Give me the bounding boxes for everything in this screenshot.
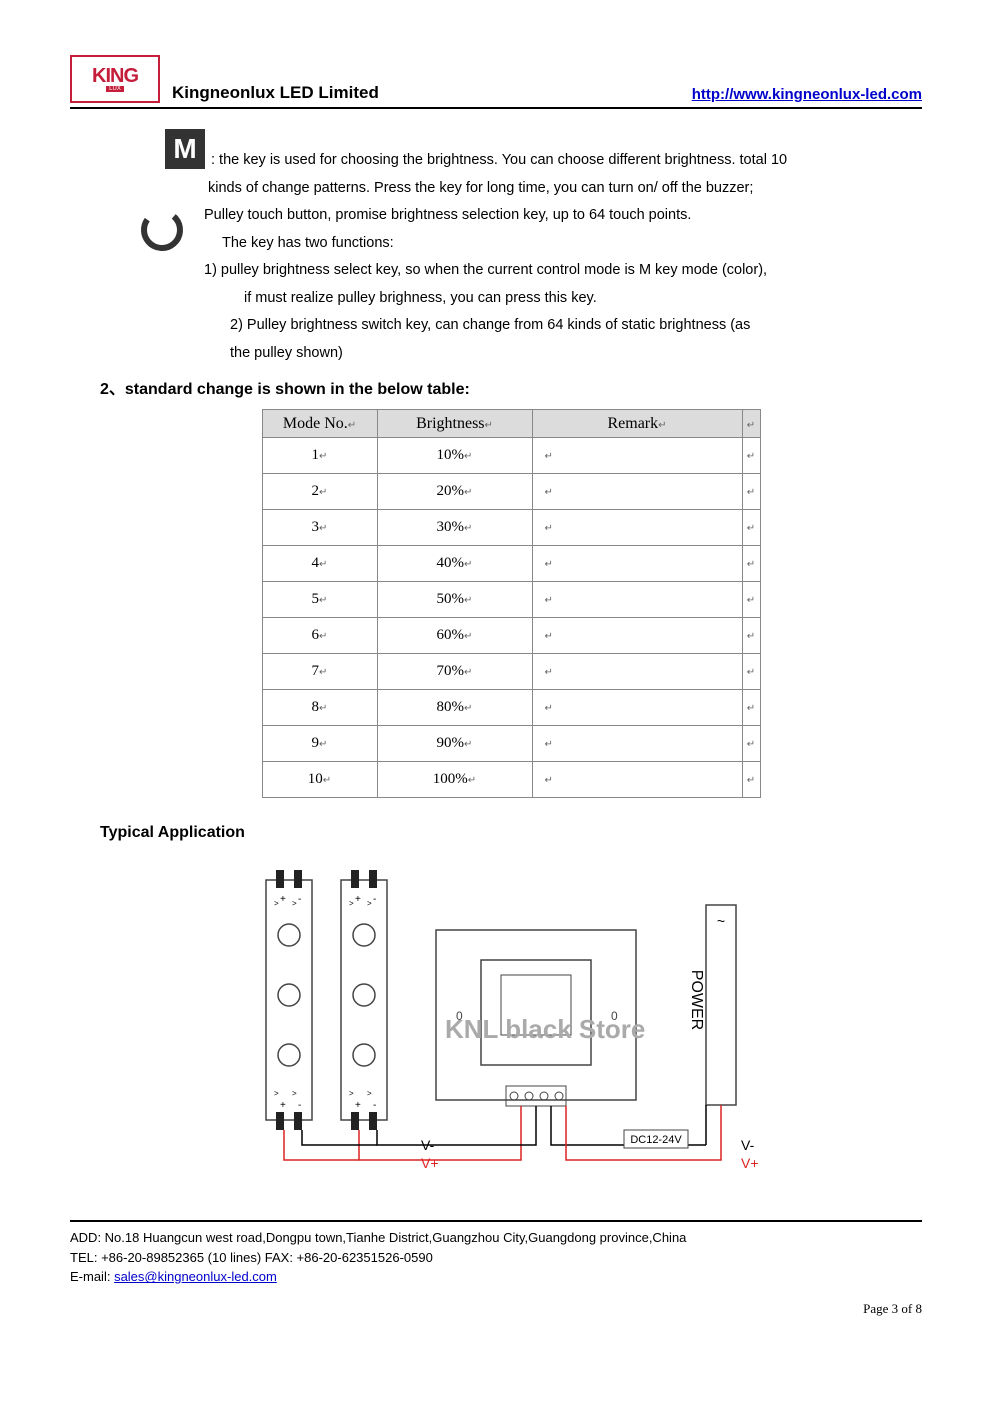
svg-text:>: > [349,1089,354,1098]
cell-mode: 2 [312,483,320,499]
body-content: M : the key is used for choosing the bri… [70,129,922,1190]
pulley-line5: 2) Pulley brightness switch key, can cha… [100,312,922,340]
svg-text:-: - [373,894,376,905]
svg-text:>: > [349,899,354,908]
logo: KING LUX [70,55,160,103]
cell-mode: 10 [308,771,323,787]
svg-text:>: > [292,1089,297,1098]
cell-brightness: 20% [437,483,465,499]
footer-email-label: E-mail: [70,1269,114,1284]
table-row: 9↵90%↵↵↵ [262,726,760,762]
table-row: 7↵70%↵↵↵ [262,654,760,690]
cell-brightness: 80% [437,699,465,715]
table-row: 2↵20%↵↵↵ [262,474,760,510]
application-diagram: +->>+->>+->>+->>00POWER~DC12-24VV-V+V-V+ [246,860,776,1190]
page-number: Page 3 of 8 [70,1301,922,1317]
company-url[interactable]: http://www.kingneonlux-led.com [692,86,922,103]
cell-mode: 5 [312,591,320,607]
cell-mode: 1 [312,447,320,463]
pulley-line1: Pulley touch button, promise brightness … [204,207,691,223]
cell-brightness: 10% [437,447,465,463]
svg-text:-: - [298,1100,301,1111]
table-row: 5↵50%↵↵↵ [262,582,760,618]
svg-text:0: 0 [611,1009,618,1023]
cell-brightness: 40% [437,555,465,571]
footer: ADD: No.18 Huangcun west road,Dongpu tow… [70,1222,922,1287]
cell-mode: 4 [312,555,320,571]
pulley-line6: the pulley shown) [100,340,922,368]
footer-email[interactable]: sales@kingneonlux-led.com [114,1269,277,1284]
svg-text:V-: V- [421,1137,435,1153]
svg-text:>: > [274,899,279,908]
table-row: 1↵10%↵↵↵ [262,438,760,474]
m-key-icon: M [165,129,205,169]
footer-tel: TEL: +86-20-89852365 (10 lines) FAX: +86… [70,1248,922,1268]
pulley-line4: if must realize pulley brighness, you ca… [204,285,767,313]
cell-brightness: 60% [437,627,465,643]
cell-mode: 6 [312,627,320,643]
svg-text:>: > [292,899,297,908]
svg-text:+: + [280,894,286,905]
cell-mode: 3 [312,519,320,535]
svg-text:>: > [367,1089,372,1098]
cell-brightness: 50% [437,591,465,607]
svg-text:DC12-24V: DC12-24V [630,1134,682,1146]
table-row: 3↵30%↵↵↵ [262,510,760,546]
m-key-text-line2: kinds of change patterns. Press the key … [100,175,922,203]
svg-text:>: > [274,1089,279,1098]
m-key-text-line1: : the key is used for choosing the brigh… [211,129,787,175]
pulley-line3: 1) pulley brightness select key, so when… [204,262,767,278]
svg-text:+: + [355,894,361,905]
cell-brightness: 70% [437,663,465,679]
company-name: Kingneonlux LED Limited [172,83,379,103]
logo-text: KING [92,66,138,86]
table-row: 10↵100%↵↵↵ [262,762,760,798]
page-header: KING LUX Kingneonlux LED Limited http://… [70,55,922,109]
cell-brightness: 100% [433,771,468,787]
footer-address: ADD: No.18 Huangcun west road,Dongpu tow… [70,1228,922,1248]
pulley-line2: The key has two functions: [204,230,767,258]
svg-text:-: - [373,1100,376,1111]
cell-brightness: 90% [437,735,465,751]
svg-text:POWER: POWER [688,970,705,1030]
th-mode: Mode No. [283,415,348,432]
cell-brightness: 30% [437,519,465,535]
logo-subtext: LUX [106,86,124,92]
th-remark: Remark [607,415,658,432]
svg-text:>: > [367,899,372,908]
table-row: 4↵40%↵↵↵ [262,546,760,582]
table-row: 6↵60%↵↵↵ [262,618,760,654]
brightness-table: Mode No.↵ Brightness↵ Remark↵ ↵ 1↵10%↵↵↵… [262,409,761,798]
svg-text:+: + [355,1100,361,1111]
svg-text:0: 0 [456,1009,463,1023]
cell-mode: 7 [312,663,320,679]
typical-application-title: Typical Application [100,824,922,842]
svg-text:-: - [298,894,301,905]
svg-text:V+: V+ [421,1155,439,1171]
cell-mode: 9 [312,735,320,751]
section2-title: 2、standard change is shown in the below … [100,375,922,399]
svg-text:V-: V- [741,1137,755,1153]
svg-text:+: + [280,1100,286,1111]
th-brightness: Brightness [416,415,484,432]
pulley-icon [140,208,184,252]
cell-mode: 8 [312,699,320,715]
table-row: 8↵80%↵↵↵ [262,690,760,726]
svg-text:V+: V+ [741,1155,759,1171]
svg-text:~: ~ [717,913,725,929]
